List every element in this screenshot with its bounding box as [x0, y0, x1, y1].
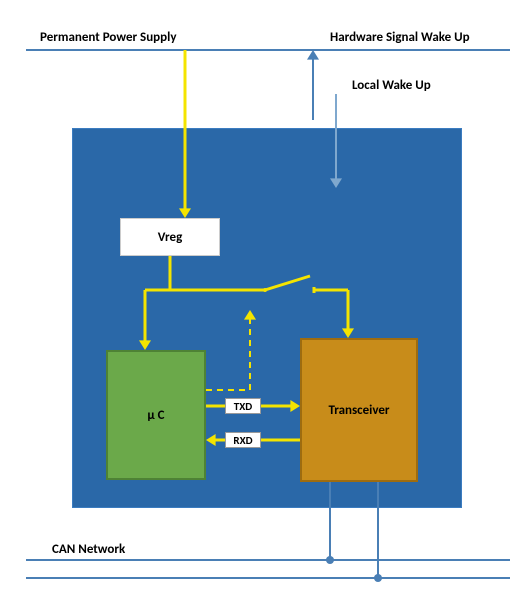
diagram-wires — [0, 0, 516, 608]
rxd-text: RXD — [233, 434, 252, 447]
txd-pin: TXD — [225, 398, 261, 414]
txd-text: TXD — [234, 400, 252, 413]
rxd-pin: RXD — [225, 432, 261, 448]
